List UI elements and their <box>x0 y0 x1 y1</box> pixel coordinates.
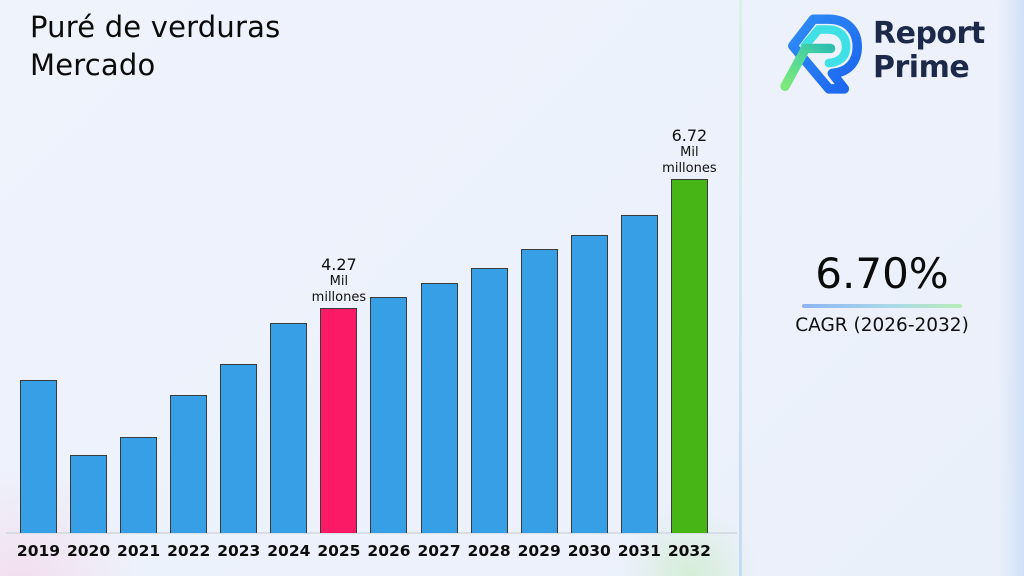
bar-annotation-2025: 4.27 Mil millones <box>311 255 367 305</box>
year-label-2027: 2027 <box>417 542 461 560</box>
year-label-2023: 2023 <box>217 542 261 560</box>
year-label-2021: 2021 <box>117 542 161 560</box>
bar-annotation-2032: 6.72 Mil millones <box>662 126 717 176</box>
bar-2026 <box>370 297 408 533</box>
bar-2027 <box>420 282 458 533</box>
year-label-2019: 2019 <box>16 542 61 560</box>
cagr-value: 6.70% <box>815 249 949 298</box>
year-label-2028: 2028 <box>467 542 511 560</box>
bar-2022 <box>170 394 208 533</box>
bar-2031 <box>620 214 658 533</box>
year-label-2032: 2032 <box>667 542 711 560</box>
logo-word-report: Report <box>873 16 985 51</box>
bar-2024 <box>270 322 308 533</box>
year-label-2030: 2030 <box>567 542 611 560</box>
logo-word-prime: Prime <box>873 50 970 85</box>
year-label-2025: 2025 <box>317 542 361 560</box>
bar-2019 <box>20 380 57 533</box>
year-label-2020: 2020 <box>66 542 111 560</box>
year-label-2024: 2024 <box>267 542 311 560</box>
page-title-line1: Puré de verduras <box>30 10 281 44</box>
bar-2020 <box>70 455 108 533</box>
cagr-label: CAGR (2026-2032) <box>795 315 969 336</box>
bar-2032 <box>670 179 708 533</box>
year-label-2026: 2026 <box>367 542 411 560</box>
x-axis-line <box>6 532 737 534</box>
cagr-panel: 6.70% CAGR (2026-2032) <box>762 249 1002 337</box>
year-label-2031: 2031 <box>617 542 661 560</box>
page-title: Puré de verduras Mercado <box>30 8 280 84</box>
bar-2023 <box>220 363 258 533</box>
cagr-underline <box>802 304 962 308</box>
page-title-line2: Mercado <box>30 48 156 82</box>
panel-divider <box>739 0 742 576</box>
bar-2025 <box>320 308 358 533</box>
market-bar-chart: 2019 2020 2021 2022 2023 2024 2025 2026 2027 2028… <box>6 126 737 560</box>
year-label-2022: 2022 <box>167 542 211 560</box>
bar-2030 <box>570 234 608 533</box>
report-prime-logo-icon <box>780 14 862 94</box>
bar-2028 <box>470 268 508 533</box>
bar-2029 <box>520 249 558 533</box>
report-prime-logo-text: Report Prime <box>873 17 985 85</box>
year-label-2029: 2029 <box>517 542 561 560</box>
report-prime-logo: Report Prime <box>779 8 985 94</box>
bar-2021 <box>120 437 158 533</box>
